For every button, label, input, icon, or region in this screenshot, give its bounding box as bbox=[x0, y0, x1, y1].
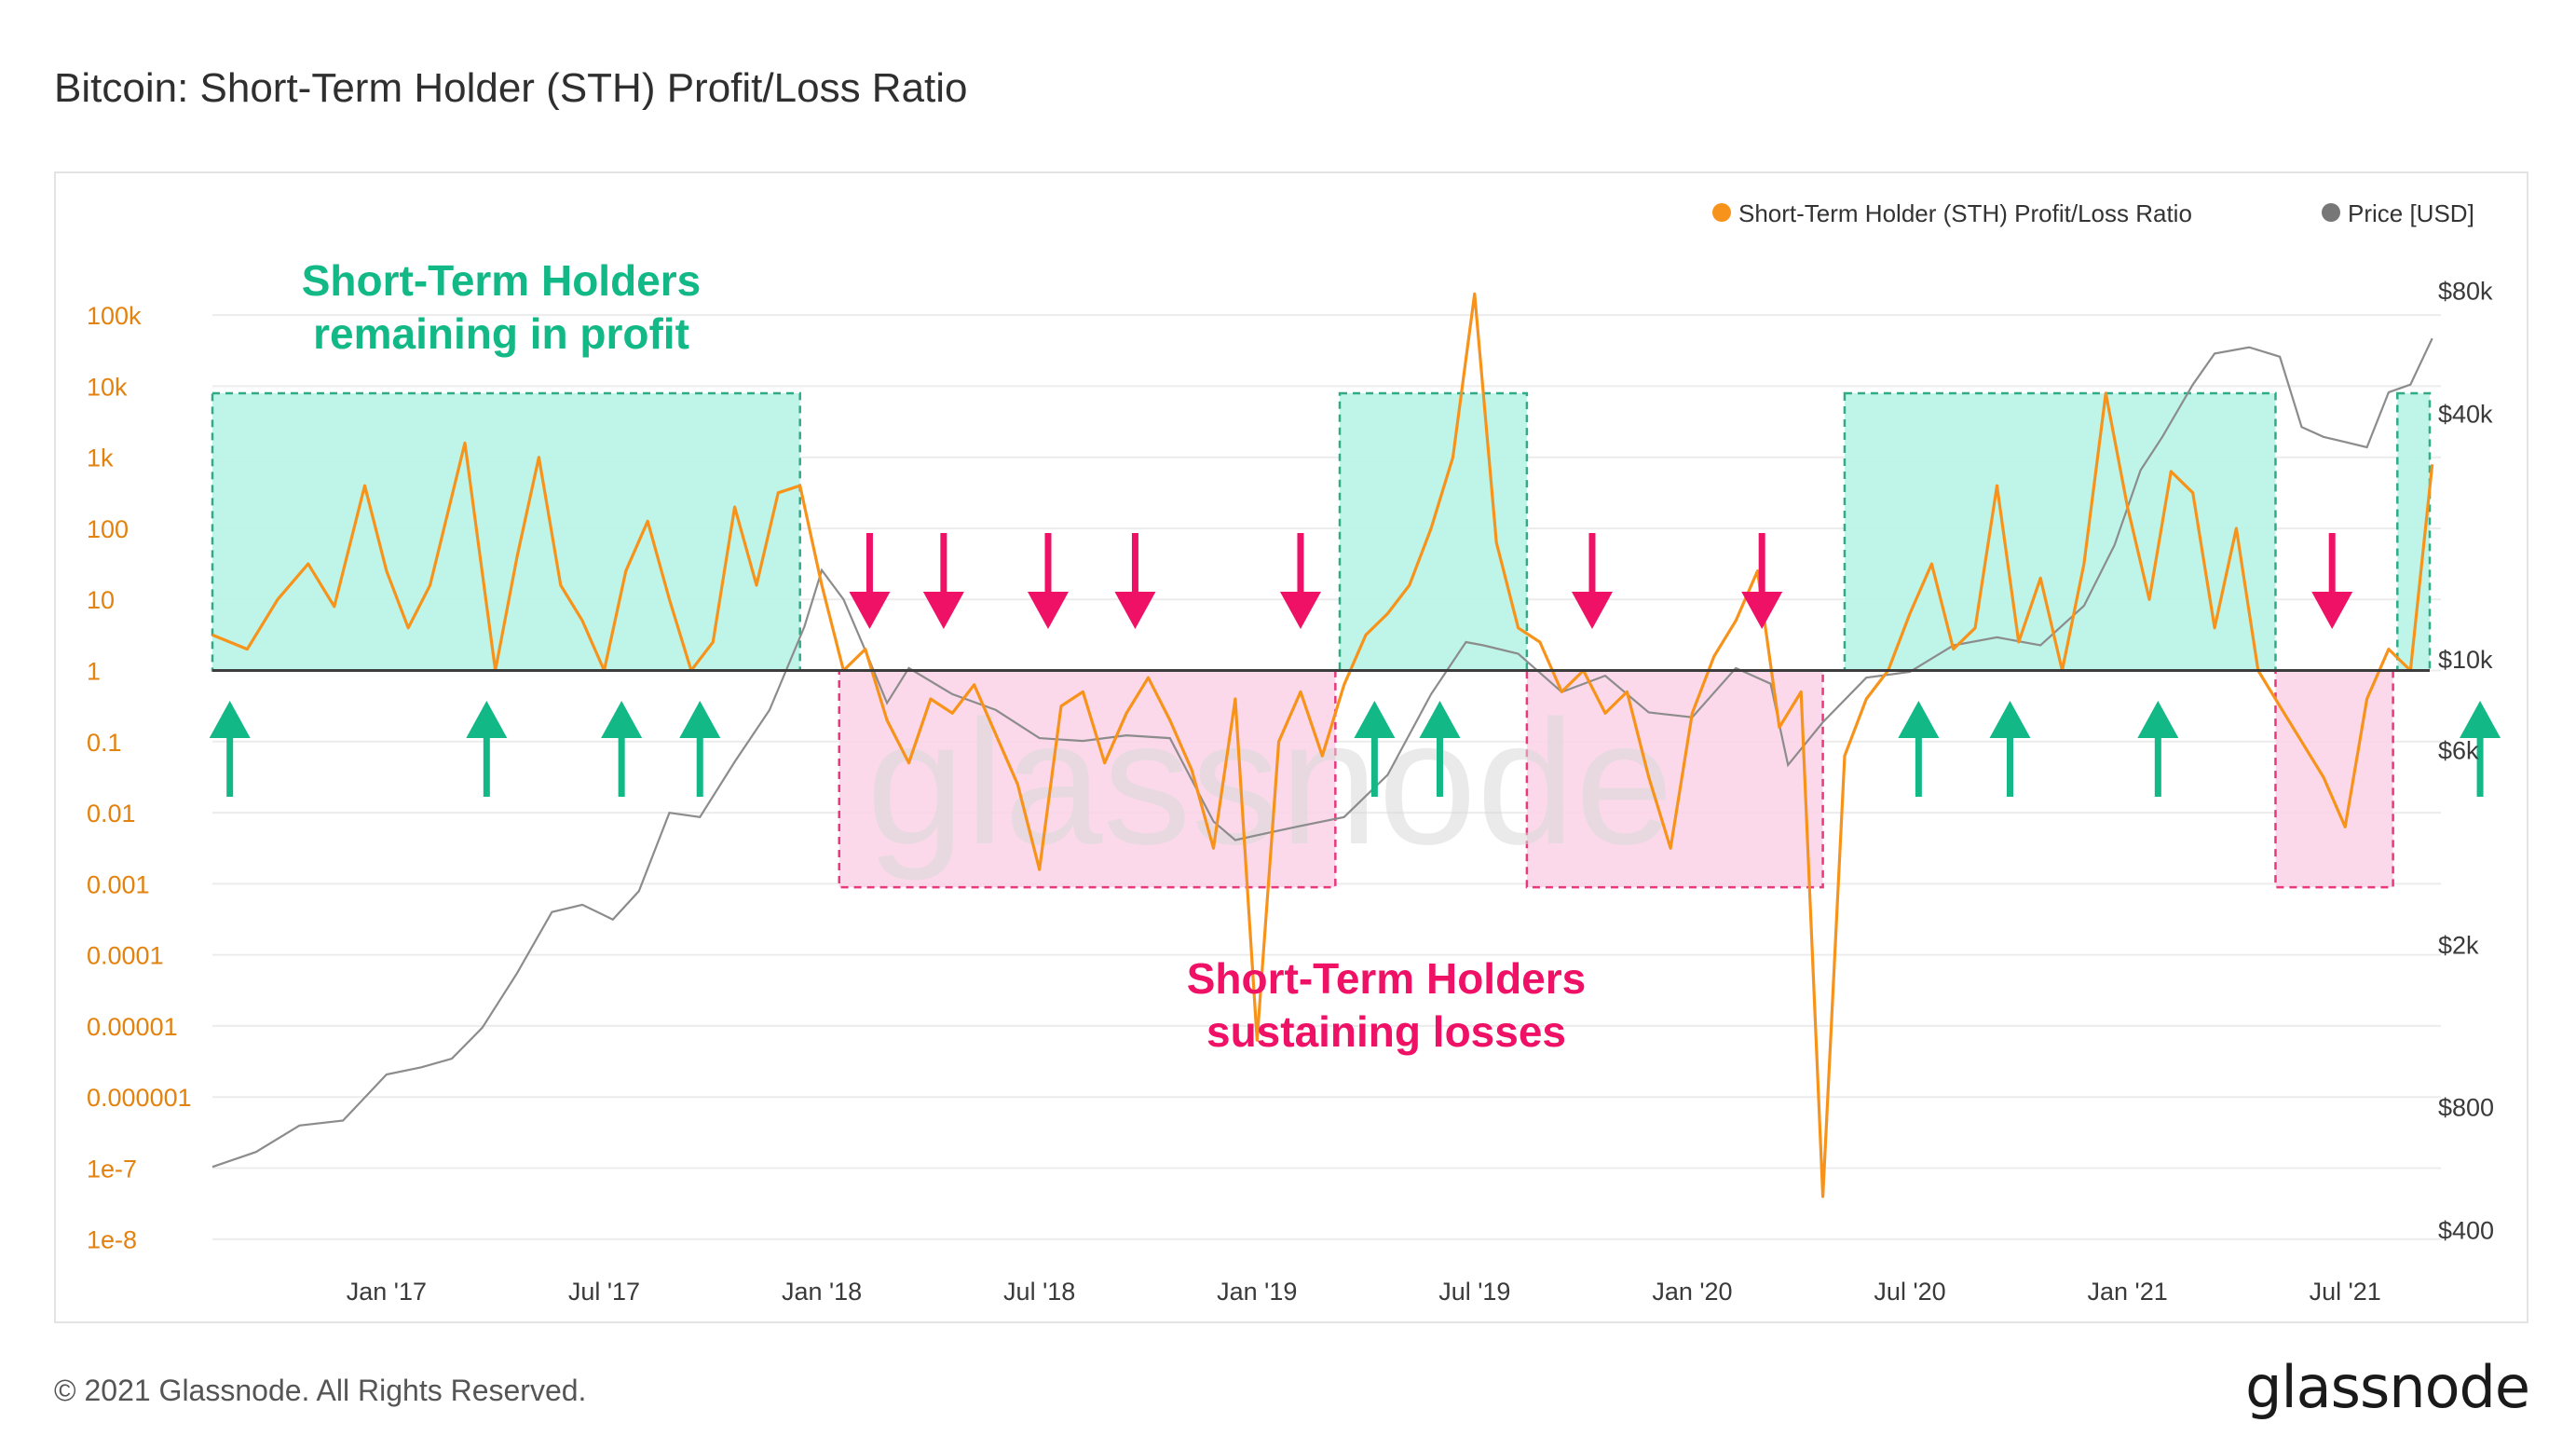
series-lines bbox=[211, 292, 2434, 1198]
legend-price-dot bbox=[2322, 203, 2340, 222]
page-title: Bitcoin: Short-Term Holder (STH) Profit/… bbox=[54, 65, 968, 111]
up-arrow bbox=[209, 701, 251, 797]
up-arrow bbox=[2460, 701, 2501, 797]
down-arrow-head bbox=[1571, 592, 1613, 629]
axes: 100k 10k 1k 100 10 1 0.1 0.01 0.001 0.0001 0.00001… bbox=[87, 278, 2494, 1306]
left-tick-label: 0.01 bbox=[87, 800, 136, 828]
x-tick-label: Jan '20 bbox=[1652, 1278, 1732, 1306]
chart-panel bbox=[54, 171, 2528, 1323]
down-arrow bbox=[1279, 533, 1321, 629]
up-arrow bbox=[1419, 701, 1461, 797]
up-arrow-head bbox=[466, 701, 508, 738]
up-arrow-head bbox=[1989, 701, 2031, 738]
left-tick-label: 0.000001 bbox=[87, 1084, 192, 1112]
left-tick-label: 1e-8 bbox=[87, 1226, 137, 1254]
down-arrow bbox=[1571, 533, 1613, 629]
up-arrow bbox=[601, 701, 643, 797]
right-tick-label: $6k bbox=[2438, 736, 2479, 764]
ratio-line bbox=[211, 292, 2434, 1198]
right-tick-label: $40k bbox=[2438, 400, 2493, 428]
left-tick-label: 10 bbox=[87, 586, 115, 614]
right-tick-label: $800 bbox=[2438, 1094, 2494, 1122]
down-arrow-head bbox=[1741, 592, 1783, 629]
arrows bbox=[209, 533, 2501, 797]
up-arrow bbox=[1989, 701, 2031, 797]
left-tick-label: 100 bbox=[87, 515, 129, 543]
right-tick-label: $10k bbox=[2438, 646, 2493, 674]
legend-price-label: Price [USD] bbox=[2348, 199, 2474, 227]
left-tick-label: 1k bbox=[87, 445, 114, 472]
up-arrow bbox=[1898, 701, 1940, 797]
loss-region bbox=[2274, 669, 2394, 889]
up-arrow-head bbox=[679, 701, 721, 738]
left-tick-label: 0.00001 bbox=[87, 1013, 178, 1041]
profit-region bbox=[1338, 391, 1529, 672]
left-tick-label: 1 bbox=[87, 658, 101, 686]
loss-region bbox=[1525, 669, 1824, 889]
glassnode-logo: glassnode bbox=[2245, 1353, 2530, 1421]
down-arrow bbox=[849, 533, 891, 629]
up-arrow-head bbox=[209, 701, 251, 738]
left-tick-label: 10k bbox=[87, 373, 128, 401]
x-tick-label: Jan '19 bbox=[1217, 1278, 1297, 1306]
down-arrow-head bbox=[849, 592, 891, 629]
down-arrow bbox=[2311, 533, 2353, 629]
x-tick-label: Jul '17 bbox=[568, 1278, 640, 1306]
up-arrow-head bbox=[1898, 701, 1940, 738]
down-arrow-head bbox=[922, 592, 964, 629]
down-arrow bbox=[1028, 533, 1069, 629]
up-arrow bbox=[1354, 701, 1396, 797]
left-tick-label: 0.1 bbox=[87, 729, 122, 757]
loss-annotation-line2: sustaining losses bbox=[1206, 1007, 1566, 1056]
up-arrow bbox=[466, 701, 508, 797]
up-arrow-head bbox=[1419, 701, 1461, 738]
price-line bbox=[211, 337, 2433, 1169]
legend-ratio-label: Short-Term Holder (STH) Profit/Loss Rati… bbox=[1738, 199, 2192, 227]
profit-annotation-line1: Short-Term Holders bbox=[302, 256, 702, 305]
down-arrow bbox=[1114, 533, 1156, 629]
right-tick-label: $2k bbox=[2438, 931, 2479, 959]
right-tick-label: $80k bbox=[2438, 278, 2493, 306]
loss-annotation-line1: Short-Term Holders bbox=[1187, 954, 1587, 1003]
profit-region bbox=[211, 391, 801, 672]
up-arrow-head bbox=[1354, 701, 1396, 738]
x-tick-label: Jul '21 bbox=[2310, 1278, 2381, 1306]
copyright: © 2021 Glassnode. All Rights Reserved. bbox=[54, 1374, 587, 1407]
down-arrow-head bbox=[1028, 592, 1069, 629]
up-arrow-head bbox=[2137, 701, 2179, 738]
left-tick-label: 0.001 bbox=[87, 870, 150, 898]
up-arrow bbox=[2137, 701, 2179, 797]
down-arrow bbox=[922, 533, 964, 629]
legend-ratio-dot bbox=[1712, 203, 1731, 222]
down-arrow-head bbox=[2311, 592, 2353, 629]
profit-region bbox=[1843, 391, 2277, 672]
up-arrow-head bbox=[601, 701, 643, 738]
x-tick-label: Jan '17 bbox=[347, 1278, 427, 1306]
left-tick-label: 100k bbox=[87, 302, 142, 330]
profit-annotation-line2: remaining in profit bbox=[313, 309, 689, 358]
up-arrow-head bbox=[2460, 701, 2501, 738]
up-arrow bbox=[679, 701, 721, 797]
x-tick-label: Jan '21 bbox=[2088, 1278, 2168, 1306]
left-tick-label: 1e-7 bbox=[87, 1155, 137, 1183]
down-arrow bbox=[1741, 533, 1783, 629]
x-tick-label: Jul '18 bbox=[1003, 1278, 1075, 1306]
x-tick-label: Jul '20 bbox=[1874, 1278, 1945, 1306]
right-tick-label: $400 bbox=[2438, 1217, 2494, 1245]
down-arrow-head bbox=[1114, 592, 1156, 629]
down-arrow-head bbox=[1279, 592, 1321, 629]
legend: Short-Term Holder (STH) Profit/Loss Rati… bbox=[1712, 199, 2474, 227]
left-tick-label: 0.0001 bbox=[87, 942, 164, 970]
x-tick-label: Jul '19 bbox=[1438, 1278, 1510, 1306]
x-tick-label: Jan '18 bbox=[782, 1278, 862, 1306]
